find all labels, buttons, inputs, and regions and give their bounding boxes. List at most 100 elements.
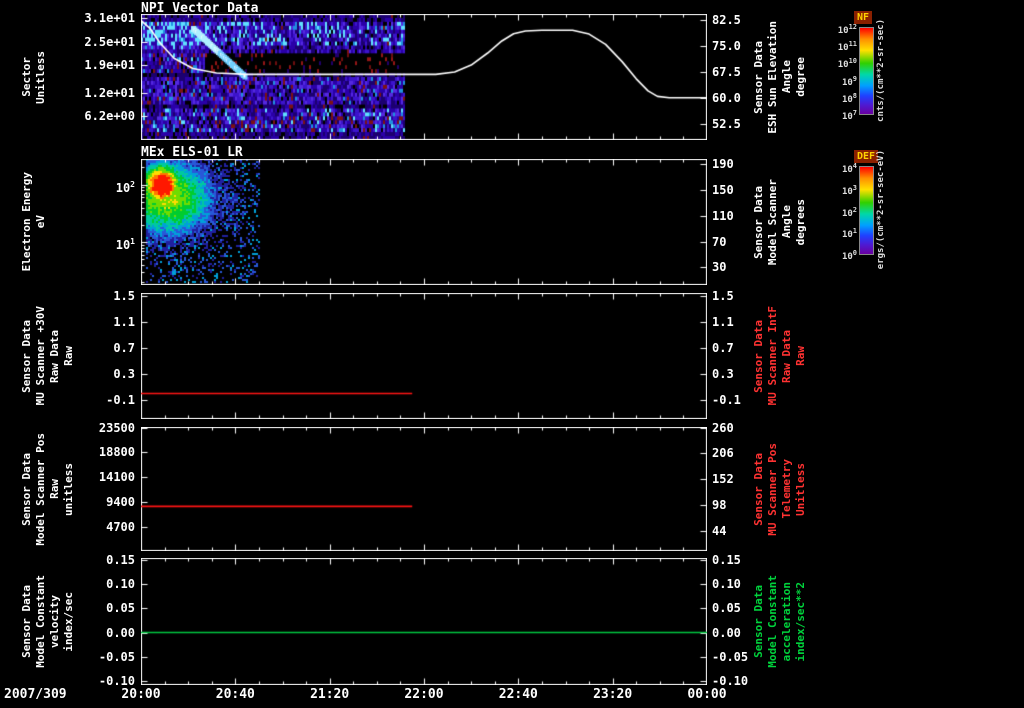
axis-label-line: Sensor Data xyxy=(752,40,765,114)
axis-label-line: Model Constant xyxy=(34,575,47,668)
colorbar-title: NF xyxy=(854,11,873,24)
y-tick-label: 1.9e+01 xyxy=(84,58,135,73)
axis-label-line: index/sec xyxy=(62,591,75,652)
axis-label-line: MU Scanner +30V xyxy=(34,306,47,406)
y-tick-label: 1.1 xyxy=(712,314,734,329)
y-tick-label: 0.10 xyxy=(106,577,135,592)
axis-label-line: Sector xyxy=(20,57,33,97)
axis-label-line: Sensor Data xyxy=(20,585,33,658)
x-tick-label: 22:40 xyxy=(498,687,538,702)
colorbar-tick-label: 102 xyxy=(841,205,857,219)
colorbar-tick-label: 108 xyxy=(841,91,857,105)
y-tick-label: -0.1 xyxy=(106,393,135,408)
colorbar-tick-label: 1012 xyxy=(837,23,857,36)
panel-2-right-axis-label: Sensor Data Model Scanner Angle degrees xyxy=(752,159,807,285)
axis-label-line: unitless xyxy=(62,462,75,516)
colorbar-tick-label: 107 xyxy=(841,109,857,122)
axis-label-line: Sensor Data xyxy=(752,185,765,259)
panel-3-left-axis-label: Sensor Data MU Scanner +30V Raw Data Raw xyxy=(20,293,75,419)
axis-label-line: degrees xyxy=(794,198,807,246)
y-tick-label: 101 xyxy=(115,237,135,253)
axis-label-line: Unitless xyxy=(794,462,807,516)
y-tick-label: -0.05 xyxy=(98,649,135,664)
y-tick-label: 23500 xyxy=(98,420,135,435)
y-tick-label: 0.15 xyxy=(712,553,741,568)
y-tick-label: 0.00 xyxy=(712,625,741,640)
y-tick-label: 152 xyxy=(712,472,734,487)
y-tick-label: 9400 xyxy=(106,495,135,510)
axis-label-line: Electron Energy xyxy=(20,172,33,272)
y-tick-label: 0.7 xyxy=(712,340,734,355)
axis-label-line: velocity xyxy=(48,595,61,648)
y-tick-label: 150 xyxy=(712,182,734,197)
y-tick-label: 206 xyxy=(712,446,734,461)
panel-1-right-axis-label: Sensor Data ESH Sun Elevation Angle degree xyxy=(752,14,807,140)
y-tick-label: 3.1e+01 xyxy=(84,10,135,25)
panel-5-left-axis-label: Sensor Data Model Constant velocity index/s… xyxy=(20,558,75,685)
axis-label-line: ESH Sun Elevation xyxy=(766,20,779,134)
axis-label-line: MU Scanner Pos xyxy=(766,442,779,536)
x-axis-date-label: 2007/309 xyxy=(4,687,67,702)
axis-label-line: degree xyxy=(794,57,807,97)
y-tick-label: 1.5 xyxy=(712,288,734,303)
x-tick-label: 00:00 xyxy=(687,687,727,702)
y-tick-label: 52.5 xyxy=(712,116,741,131)
axis-label-line: index/sec**2 xyxy=(794,581,807,662)
colorbar-units: cnts/(cm**2-sr-sec) xyxy=(876,19,886,122)
y-tick-label: 0.05 xyxy=(712,601,741,616)
panel-4-left-axis-label: Sensor Data Model Scanner Pos Raw unitless xyxy=(20,427,75,551)
colorbar-tick-label: 1010 xyxy=(837,57,857,71)
panel-npi-title: NPI Vector Data xyxy=(141,1,259,16)
y-tick-label: 0.3 xyxy=(113,366,135,381)
axis-label-line: Raw xyxy=(48,479,61,499)
axis-label-line: eV xyxy=(34,215,47,229)
y-tick-label: 0.05 xyxy=(106,601,135,616)
x-tick-label: 20:40 xyxy=(215,687,255,702)
y-tick-label: 102 xyxy=(115,179,135,195)
panel-2-plot-canvas xyxy=(141,159,707,285)
panel-4-plot-canvas xyxy=(141,427,707,551)
y-tick-label: 0.00 xyxy=(106,625,135,640)
axis-label-line: Sensor Data xyxy=(20,319,33,393)
y-tick-label: -0.10 xyxy=(98,673,135,688)
y-tick-label: -0.05 xyxy=(712,649,749,664)
y-tick-label: -0.10 xyxy=(712,673,749,688)
axis-label-line: Sensor Data xyxy=(752,319,765,393)
colorbar-tick-label: 109 xyxy=(841,74,857,88)
y-tick-label: 70 xyxy=(712,234,727,249)
panel-5-right-axis-label: Sensor Data Model Constant acceleration ind… xyxy=(752,558,807,685)
y-tick-label: 0.7 xyxy=(113,340,135,355)
axis-label-line: Raw xyxy=(794,346,807,366)
axis-label-line: Sensor Data xyxy=(20,452,33,526)
axis-label-line: Angle xyxy=(780,205,793,239)
colorbar-units-text: ergs/(cm**2-sr-sec-eV) xyxy=(876,149,886,270)
axis-label-line: Raw Data xyxy=(780,329,793,383)
colorbar-def xyxy=(859,166,874,255)
axis-label-line: Model Constant xyxy=(766,575,779,668)
y-tick-label: -0.1 xyxy=(712,393,741,408)
panel-3-plot-canvas xyxy=(141,293,707,419)
y-tick-label: 260 xyxy=(712,420,734,435)
axis-label-line: Telemetry xyxy=(780,459,793,519)
axis-label-line: Sensor Data xyxy=(752,452,765,526)
axis-label-line: Sensor Data xyxy=(752,585,765,658)
colorbar-units-text: cnts/(cm**2-sr-sec) xyxy=(876,18,886,122)
colorbar-tick-label: 1011 xyxy=(837,40,857,54)
colorbar-units: ergs/(cm**2-sr-sec-eV) xyxy=(876,150,886,269)
y-tick-label: 0.3 xyxy=(712,366,734,381)
panel-2-left-axis-label: Electron Energy eV xyxy=(20,159,47,285)
y-tick-label: 1.2e+01 xyxy=(84,85,135,100)
panel-1-left-axis-label: Sector Unitless xyxy=(20,14,47,140)
axis-label-line: Angle xyxy=(780,60,793,94)
colorbar-tick-label: 100 xyxy=(841,249,857,262)
colorbar-nf xyxy=(859,27,874,115)
y-tick-label: 98 xyxy=(712,498,727,513)
y-tick-label: 30 xyxy=(712,260,727,275)
y-tick-label: 60.0 xyxy=(712,90,741,105)
colorbar-tick-label: 103 xyxy=(841,183,857,197)
y-tick-label: 1.5 xyxy=(113,288,135,303)
y-tick-label: 1.1 xyxy=(113,314,135,329)
y-tick-label: 82.5 xyxy=(712,13,741,28)
y-tick-label: 6.2e+00 xyxy=(84,108,135,123)
